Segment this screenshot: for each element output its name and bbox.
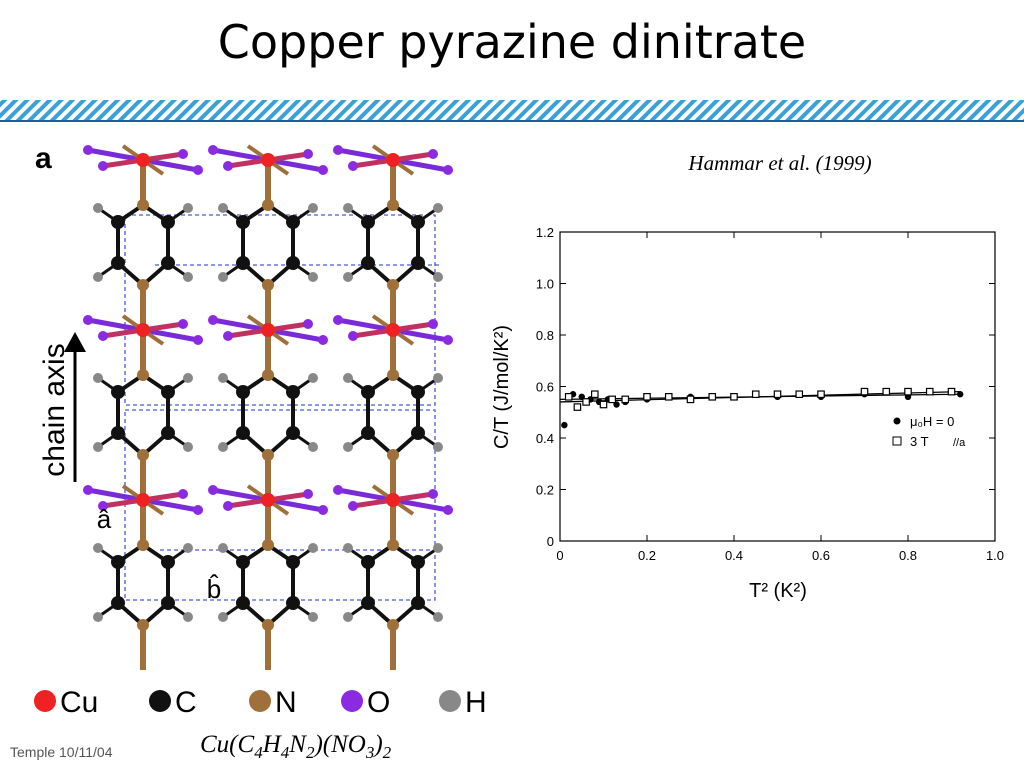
data-point (882, 387, 891, 396)
data-point (582, 398, 590, 406)
slide-title: Copper pyrazine dinitrate (218, 15, 806, 69)
data-point (795, 390, 804, 399)
annotation: //a (953, 437, 966, 449)
y-tick-label: 0 (547, 534, 554, 549)
formula-text: ) (372, 731, 382, 758)
y-tick-label: 1.0 (536, 277, 554, 292)
legend-label: N (275, 686, 297, 719)
data-point (947, 387, 956, 396)
formula-sub: 2 (383, 743, 392, 762)
x-tick-label: 0 (556, 548, 563, 563)
formula-text: H (262, 731, 283, 758)
formula-text: )(NO (312, 731, 365, 758)
chain-unit (83, 315, 203, 500)
data-point (608, 395, 617, 404)
chain-unit (208, 145, 328, 330)
data-point (773, 390, 782, 399)
data-point (621, 395, 630, 404)
chain-unit (208, 315, 328, 500)
legend-label: H (465, 686, 487, 719)
data-point (817, 390, 825, 399)
y-tick-label: 0.4 (536, 431, 554, 446)
data-point (730, 393, 738, 401)
data-point (904, 387, 912, 396)
data-point (561, 421, 568, 429)
formula-sub: 4 (254, 743, 263, 762)
data-point (686, 395, 695, 404)
chart: C/T (J/mol/K²) T² (K²) 0 0.2 0.4 0.6 0.8 1.0 0… (491, 225, 1004, 602)
legend-swatch (439, 690, 461, 712)
data-point (957, 391, 964, 398)
legend-label: O (367, 686, 390, 719)
x-tick-label: 0.2 (638, 548, 656, 563)
legend-swatch (341, 690, 363, 712)
y-tick-label: 1.2 (536, 225, 554, 240)
data-point (664, 393, 673, 401)
y-axis-label: C/T (J/mol/K²) (491, 325, 513, 449)
chain-axis-label: chain axis (38, 343, 71, 476)
vector-label: â (97, 504, 112, 534)
title-rule (0, 100, 1024, 120)
formula-sub: 3 (365, 743, 375, 762)
legend-label: Cu (60, 686, 98, 719)
formula: Cu(C4H4N2)(NO3)2 (200, 731, 392, 762)
legend-swatch (34, 690, 56, 712)
data-point (751, 390, 760, 399)
formula-sub: 4 (281, 743, 290, 762)
footer: Temple 10/11/04 (10, 744, 113, 760)
citation: Hammar et al. (1999) (687, 151, 871, 175)
y-tick-label: 0.8 (536, 328, 554, 343)
atom-legend: Cu C N O H (34, 686, 487, 719)
chain-unit (208, 485, 328, 670)
formula-sub: 2 (306, 743, 315, 762)
data-point (599, 400, 608, 409)
chain-unit (83, 145, 203, 330)
data-point (573, 403, 582, 411)
formula-text: N (288, 731, 307, 758)
legend-swatch (249, 690, 271, 712)
legend-label: μ₀H = 0 (910, 414, 954, 429)
legend-label: 3 T (910, 434, 929, 449)
data-point (860, 387, 869, 396)
x-axis-label: T² (K²) (749, 580, 807, 602)
legend-marker (892, 436, 902, 446)
data-point (708, 393, 717, 401)
x-tick-label: 1.0 (986, 548, 1004, 563)
legend-swatch (149, 690, 171, 712)
data-point (643, 393, 651, 401)
legend-label: C (175, 686, 197, 719)
legend-marker (893, 417, 901, 425)
x-tick-label: 0.4 (725, 548, 743, 563)
y-tick-label: 0.2 (536, 483, 554, 498)
fit-line (559, 391, 961, 403)
data-point (564, 393, 573, 401)
data-point (590, 390, 599, 399)
x-tick-label: 0.8 (899, 548, 917, 563)
data-point (925, 387, 934, 396)
x-tick-label: 0.6 (812, 548, 830, 563)
formula-text: Cu(C (200, 731, 255, 758)
vector-label: b̂ (207, 574, 221, 604)
chain-arrow-head (64, 332, 86, 352)
crystal-structure: a chain axis â b̂ Cu C N O H (34, 142, 487, 719)
plot-frame (559, 231, 996, 542)
y-tick-label: 0.6 (536, 380, 554, 395)
panel-label: a (35, 142, 52, 175)
